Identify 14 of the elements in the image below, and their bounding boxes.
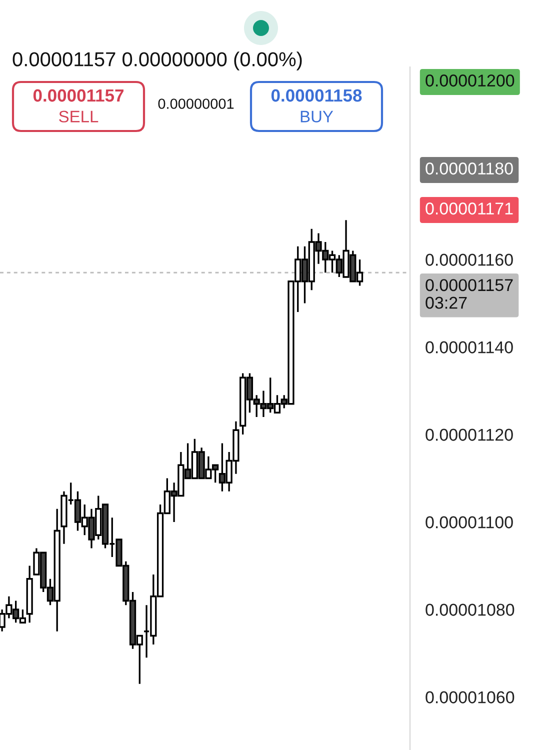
text: 0.00001200 (426, 74, 514, 87)
chart-subtitle: 0.00001157 0.00000000 (0.00%) (12, 52, 302, 70)
y-tick-label: 0.00001120 (426, 428, 513, 441)
y-tick-label: 0.00001100 (426, 516, 513, 528)
annotation: 0.00001157 SELL (33, 89, 124, 122)
text: 0.00001180 (426, 162, 513, 175)
ref-line-label: 0.00001157 03:27 (426, 279, 513, 309)
annotation: 0.00000001 (158, 98, 234, 109)
annotation: 0.00001158 BUY (271, 89, 362, 122)
y-tick-label: 0.00001140 (426, 341, 513, 354)
y-tick-label: 0.00001160 (426, 254, 513, 266)
y-tick-label: 0.00001080 (426, 604, 514, 616)
text: 0.00001171 (426, 202, 513, 215)
y-tick-label: 0.00001060 (426, 691, 514, 704)
